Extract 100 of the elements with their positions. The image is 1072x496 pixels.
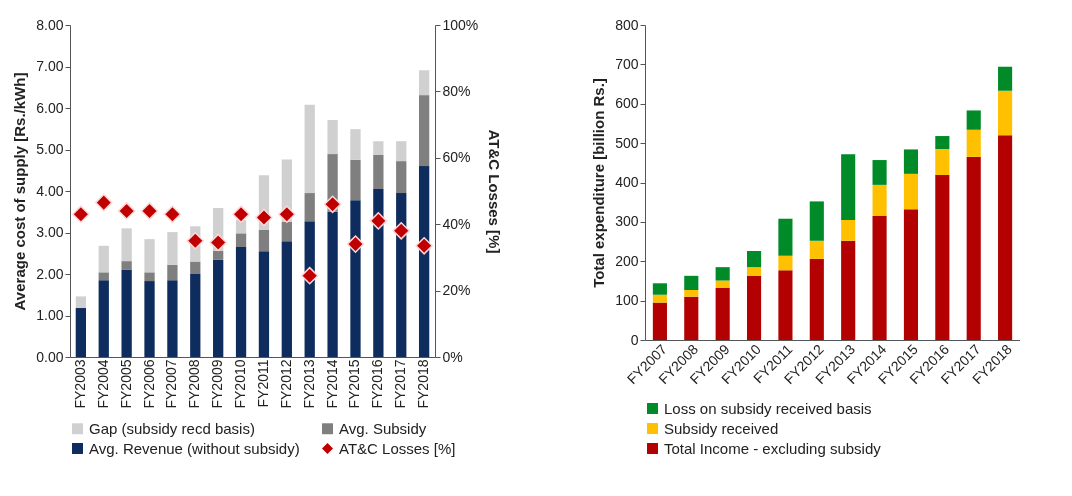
bar	[75, 308, 87, 357]
y-tick-label: 0.00	[36, 348, 64, 365]
bar	[350, 200, 361, 357]
bar	[98, 280, 109, 357]
x-tick-label: FY2009	[209, 359, 226, 409]
bar	[935, 175, 950, 340]
bar	[350, 159, 361, 201]
y-tick-label: 300	[615, 213, 639, 230]
bar	[121, 228, 132, 262]
bar	[809, 201, 824, 241]
y-tick-label: 600	[615, 95, 639, 112]
bar	[258, 230, 270, 252]
legend-label: AT&C Losses [%]	[339, 439, 456, 457]
bar	[966, 129, 981, 157]
bar	[841, 240, 856, 340]
x-tick-label: FY2003	[71, 359, 88, 409]
legend-label: Loss on subsidy received basis	[664, 399, 872, 417]
legend-label: Subsidy received	[664, 419, 779, 437]
bar	[75, 296, 87, 309]
bar	[903, 173, 919, 210]
bar	[418, 166, 430, 357]
y-tick-label: 5.00	[36, 141, 64, 157]
y-tick-label: 500	[615, 134, 639, 151]
x-tick-label: FY2012	[277, 359, 294, 409]
y-axis-title: Total expenditure [billion Rs.]	[590, 78, 608, 288]
bar	[121, 269, 132, 357]
bar	[809, 258, 824, 340]
y-tick-label: 2.00	[36, 265, 64, 282]
bar	[684, 296, 699, 340]
bar	[935, 136, 950, 150]
bar	[746, 275, 762, 340]
y-tick-label: 400	[615, 174, 639, 190]
bar	[167, 232, 178, 265]
y2-tick-label: 40%	[442, 215, 471, 232]
bar	[715, 288, 730, 340]
bar	[98, 245, 109, 273]
bar	[966, 156, 981, 340]
x-tick-label: FY2013	[300, 359, 317, 409]
bar	[746, 267, 762, 276]
bar	[396, 161, 407, 194]
bar	[258, 251, 270, 357]
bar	[396, 141, 407, 162]
bar	[304, 193, 315, 222]
bar	[841, 154, 856, 220]
bar	[903, 209, 919, 340]
bar	[304, 104, 315, 194]
y-tick-label: 100	[615, 292, 639, 309]
x-tick-label: FY2016	[369, 359, 386, 409]
bar	[350, 129, 361, 160]
point	[72, 205, 90, 224]
y-tick-label: 3.00	[36, 224, 64, 240]
bar	[167, 280, 178, 357]
x-tick-label: FY2014	[323, 359, 340, 409]
bar	[998, 135, 1013, 340]
bar	[121, 261, 132, 270]
legend-label: Avg. Subsidy	[339, 419, 427, 437]
point	[415, 236, 433, 255]
bar	[841, 219, 856, 241]
y-tick-label: 0	[630, 331, 639, 348]
bar	[144, 272, 155, 282]
y2-tick-label: 100%	[442, 16, 479, 33]
y2-tick-label: 0%	[442, 348, 463, 365]
bar	[327, 120, 338, 155]
bar	[373, 188, 384, 357]
point	[346, 235, 365, 253]
bar	[235, 247, 247, 357]
x-tick-label: FY2011	[254, 359, 271, 408]
bar	[778, 255, 793, 271]
point	[232, 205, 250, 224]
bar	[998, 90, 1013, 136]
bar	[684, 289, 699, 297]
bar	[281, 221, 292, 242]
point	[300, 266, 319, 285]
legend-label: Total Income - excluding subsidy	[664, 439, 882, 457]
bar	[235, 233, 247, 248]
point	[117, 202, 136, 220]
y-tick-label: 700	[615, 55, 639, 72]
x-tick-label: FY2017	[392, 359, 409, 409]
y-tick-label: 1.00	[36, 307, 64, 323]
y-axis-title: Average cost of supply [Rs./kWh]	[11, 72, 29, 311]
bar	[373, 141, 384, 155]
bar	[144, 281, 155, 357]
x-tick-label: FY2015	[346, 359, 363, 409]
y2-tick-label: 80%	[442, 82, 471, 99]
x-tick-label: FY2008	[186, 359, 203, 409]
bar	[872, 184, 887, 216]
bar	[213, 250, 224, 260]
y2-tick-label: 20%	[442, 282, 471, 299]
bar	[418, 95, 430, 167]
legend-label: Avg. Revenue (without subsidy)	[89, 439, 300, 457]
bar	[652, 294, 667, 303]
bar	[327, 211, 338, 357]
point	[255, 208, 273, 227]
legend-label: Gap (subsidy recd basis)	[89, 419, 255, 437]
bar	[966, 110, 981, 130]
bar	[190, 261, 201, 274]
bar	[809, 240, 824, 259]
bar	[98, 272, 109, 281]
bar	[418, 70, 430, 96]
bar	[872, 215, 887, 340]
